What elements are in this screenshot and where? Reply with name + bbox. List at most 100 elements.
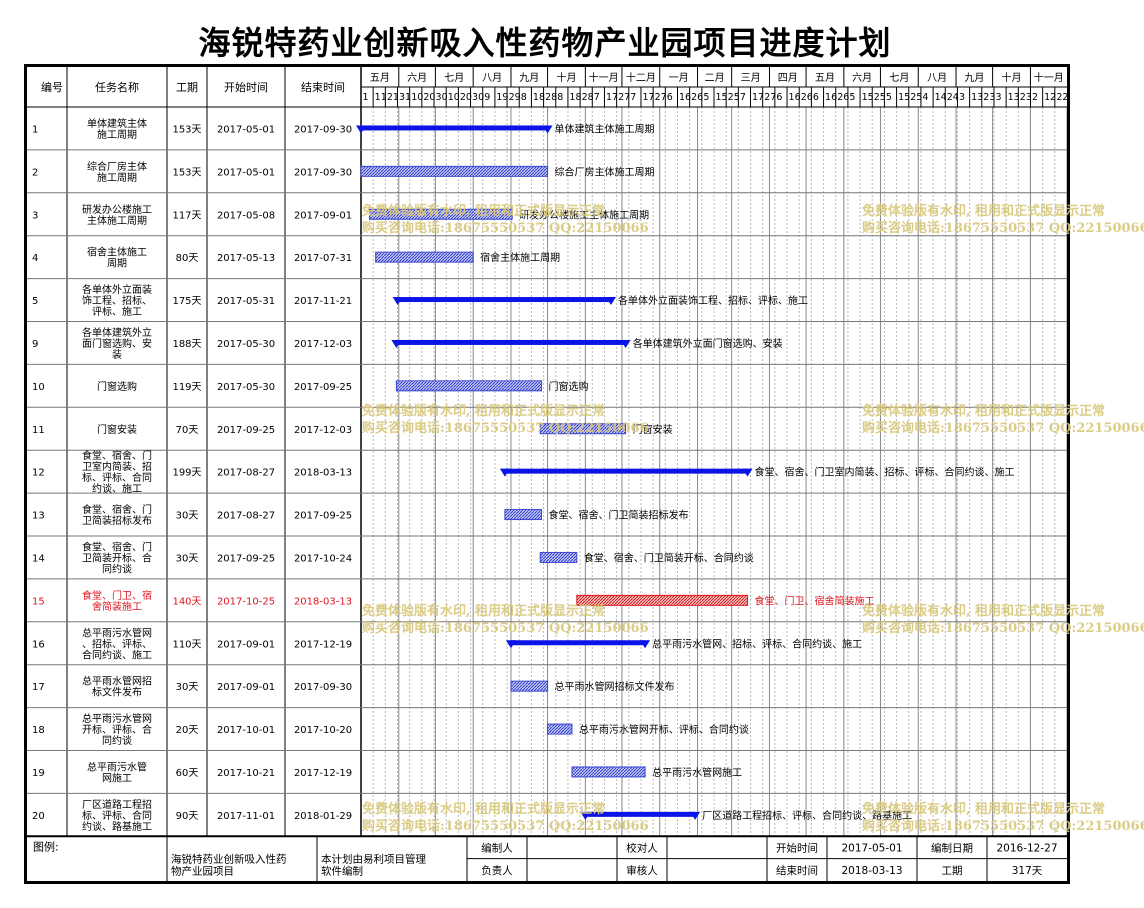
day-tick-label: 14 (935, 92, 947, 103)
task-name: 施工周期 (97, 128, 137, 141)
task-end: 2017-09-25 (294, 382, 352, 393)
critical-task-bar (576, 594, 749, 606)
task-end: 2018-03-13 (294, 468, 352, 479)
month-label: 三月 (741, 72, 761, 84)
day-tick-label: 21 (387, 92, 399, 103)
task-start: 2017-05-30 (217, 382, 275, 393)
task-start: 2017-09-01 (217, 639, 275, 650)
task-name: 网施工 (102, 771, 132, 784)
day-tick-label: 17 (752, 92, 764, 103)
month-label: 十月 (556, 71, 576, 84)
summary-bar-cap (392, 297, 403, 306)
summary-bar-cap (542, 125, 553, 134)
month-label: 十一月 (589, 71, 619, 84)
reviewer-label: 审核人 (626, 864, 658, 877)
task-name: 食堂、宿舍、门 (82, 540, 152, 553)
summary-bar-cap (742, 468, 753, 477)
chart-title: 海锐特药业创新吸入性药物产业园项目进度计划 (198, 24, 892, 62)
task-duration: 140天 (172, 596, 201, 607)
day-tick-label: 15 (862, 92, 874, 103)
start-label: 开始时间 (776, 841, 818, 854)
task-end: 2017-09-30 (294, 682, 352, 693)
day-tick-label: 26 (691, 92, 703, 103)
day-tick-label: 5 (849, 92, 855, 103)
task-name: 饰工程、招标、 (82, 294, 152, 307)
summary-bar (510, 640, 646, 646)
task-id: 5 (32, 296, 38, 307)
task-name: 总平雨水管网招 (82, 675, 152, 688)
bar-label: 门窗安装 (633, 423, 673, 436)
bar-label: 总平雨水管网招标文件发布 (555, 680, 675, 693)
task-start: 2017-09-25 (217, 425, 275, 436)
task-name: 食堂、宿舍、门 (82, 449, 152, 462)
task-duration: 153天 (172, 167, 201, 178)
task-name: 总平雨污水管网 (82, 712, 152, 725)
bar-label: 食堂、宿舍、门卫简装招标发布 (548, 509, 688, 522)
task-name: 食堂、门卫、宿 (82, 589, 152, 602)
summary-bar (585, 811, 696, 817)
summary-bar-cap (690, 811, 701, 820)
bar-label: 总平雨污水管网、招标、评标、合同约谈、施工 (652, 637, 862, 650)
grid-layer (27, 67, 1067, 837)
day-tick-label: 13 (971, 92, 983, 103)
day-tick-label: 5 (886, 92, 892, 103)
task-name: 约谈、施工 (92, 482, 142, 495)
duration-label: 工期 (942, 865, 963, 877)
task-id: 3 (32, 210, 38, 221)
header-id: 编号 (41, 80, 63, 94)
summary-bar-cap (391, 339, 402, 348)
day-tick-label: 15 (716, 92, 728, 103)
task-name: 各单体建筑外立 (82, 326, 152, 339)
day-tick-label: 18 (533, 92, 545, 103)
day-tick-label: 22 (1056, 92, 1067, 103)
task-name: 卫简装招标发布 (82, 514, 152, 527)
summary-bar-cap (580, 811, 591, 820)
task-name: 约谈、路基施工 (82, 820, 152, 833)
bar-label: 食堂、门卫、宿舍简装施工 (755, 594, 875, 607)
task-duration: 30天 (176, 682, 199, 693)
month-label: 十月 (1002, 71, 1022, 84)
compiler-label: 编制人 (481, 841, 513, 854)
task-bar (360, 165, 549, 177)
task-start: 2017-08-27 (217, 468, 275, 479)
project-name: 物产业园项目 (171, 864, 234, 877)
task-name: 研发办公楼施工 (82, 203, 152, 216)
task-start: 2017-08-27 (217, 511, 275, 522)
task-duration: 70天 (176, 425, 199, 436)
day-tick-label: 18 (569, 92, 581, 103)
task-duration: 60天 (176, 768, 199, 779)
task-start: 2017-11-01 (217, 811, 275, 822)
task-end: 2017-10-24 (294, 553, 352, 564)
task-id: 15 (32, 596, 45, 607)
header-start: 开始时间 (224, 80, 268, 94)
task-duration: 110天 (172, 639, 201, 650)
month-label: 十一月 (1034, 71, 1064, 84)
day-tick-label: 27 (618, 92, 630, 103)
owner-label: 负责人 (481, 864, 513, 877)
task-name: 评标、施工 (92, 305, 142, 318)
task-name: 门窗安装 (97, 423, 137, 436)
task-name: 卫简装开标、合 (82, 551, 152, 564)
day-tick-label: 7 (740, 92, 746, 103)
start-value: 2017-05-01 (841, 842, 902, 854)
task-id: 2 (32, 167, 38, 178)
day-tick-label: 23 (983, 92, 995, 103)
task-bar (510, 680, 549, 692)
task-name: 舍简装施工 (92, 600, 142, 613)
date-value: 2016-12-27 (996, 842, 1057, 854)
task-name: 单体建筑主体 (87, 117, 147, 130)
month-label: 十二月 (626, 71, 656, 84)
task-name: 宿舍主体施工 (87, 246, 147, 259)
task-name: 施工周期 (97, 171, 137, 184)
software-note: 软件编制 (321, 864, 363, 877)
task-name: 主体施工周期 (87, 214, 147, 227)
task-start: 2017-05-30 (217, 339, 275, 350)
task-name: 标、评标、合同 (82, 809, 152, 822)
month-label: 八月 (482, 72, 502, 84)
summary-bar-cap (620, 339, 631, 348)
header-name: 任务名称 (95, 80, 139, 94)
task-bar (369, 208, 513, 220)
bar-label: 宿舍主体施工周期 (480, 251, 560, 264)
task-id: 18 (32, 725, 45, 736)
